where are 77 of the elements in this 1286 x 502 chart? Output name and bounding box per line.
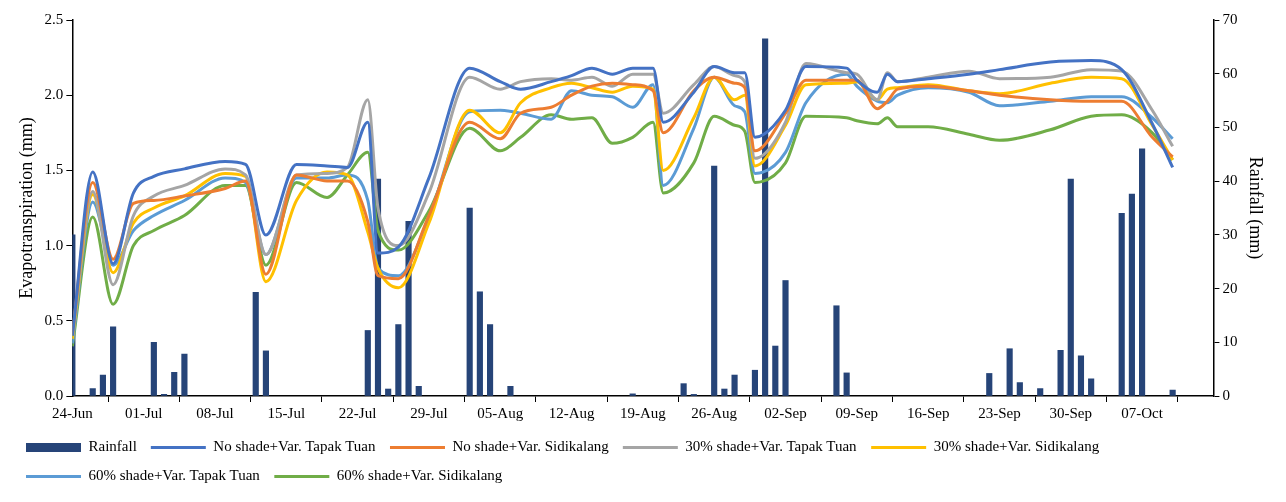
bar bbox=[507, 386, 514, 396]
y2-tick-label: 10 bbox=[1222, 333, 1238, 350]
legend-label: Rainfall bbox=[88, 438, 137, 455]
bar bbox=[721, 388, 728, 396]
bar bbox=[1169, 389, 1176, 396]
legend-label: 30% shade+Var. Sidikalang bbox=[933, 438, 1100, 455]
y-tick-label: 1.0 bbox=[44, 236, 64, 253]
bar bbox=[99, 374, 106, 396]
bar bbox=[843, 372, 850, 396]
y-axis-title: Evapotranspiration (mm) bbox=[15, 117, 37, 299]
y-tick-label: 1.5 bbox=[44, 161, 64, 178]
bar bbox=[110, 326, 117, 396]
bar bbox=[762, 38, 769, 396]
bar bbox=[476, 291, 483, 396]
x-tick-label: 05-Aug bbox=[477, 404, 524, 421]
y2-tick-label: 50 bbox=[1222, 118, 1238, 135]
bar bbox=[731, 374, 738, 396]
x-tick-label: 07-Oct bbox=[1121, 404, 1164, 421]
x-tick-label: 30-Sep bbox=[1049, 404, 1093, 421]
bar bbox=[1139, 148, 1146, 396]
bar bbox=[150, 341, 157, 396]
y-tick-label: 0.5 bbox=[44, 311, 64, 328]
bar bbox=[1016, 382, 1023, 396]
bar bbox=[395, 324, 402, 396]
legend-label: No shade+Var. Tapak Tuan bbox=[213, 438, 376, 455]
bar bbox=[252, 292, 259, 396]
x-tick-label: 26-Aug bbox=[691, 404, 738, 421]
y2-tick-label: 70 bbox=[1222, 10, 1238, 27]
bar bbox=[1057, 350, 1064, 396]
x-tick-label: 01-Jul bbox=[124, 404, 163, 421]
x-tick-label: 08-Jul bbox=[196, 404, 234, 421]
x-tick-label: 09-Sep bbox=[835, 404, 879, 421]
bar bbox=[680, 383, 687, 396]
bar bbox=[262, 350, 269, 396]
bar bbox=[833, 305, 840, 396]
y2-tick-label: 40 bbox=[1222, 172, 1238, 189]
x-tick-label: 16-Sep bbox=[906, 404, 950, 421]
bar bbox=[466, 207, 473, 396]
legend-label: 60% shade+Var. Tapak Tuan bbox=[88, 467, 261, 484]
bar bbox=[986, 373, 993, 396]
x-tick-label: 23-Sep bbox=[978, 404, 1021, 421]
y-tick-label: 0.0 bbox=[44, 386, 64, 403]
bar bbox=[89, 388, 96, 396]
bar bbox=[1128, 193, 1135, 396]
bar bbox=[1037, 388, 1044, 396]
y2-tick-label: 30 bbox=[1222, 225, 1238, 242]
bar bbox=[1006, 348, 1013, 396]
bar bbox=[171, 372, 178, 396]
bar bbox=[1118, 213, 1125, 396]
y-tick-label: 2.5 bbox=[44, 10, 64, 27]
bar bbox=[772, 345, 779, 396]
x-tick-label: 24-Jun bbox=[51, 404, 94, 421]
bar bbox=[751, 369, 759, 396]
bar bbox=[415, 386, 422, 396]
y2-axis-title: Rainfall (mm) bbox=[1245, 156, 1267, 260]
bar bbox=[782, 280, 789, 396]
x-tick-label: 02-Sep bbox=[764, 404, 807, 421]
x-tick-label: 15-Jul bbox=[267, 404, 306, 421]
bar bbox=[385, 388, 392, 396]
bar bbox=[711, 165, 718, 396]
bar bbox=[181, 353, 188, 396]
y-tick-label: 2.0 bbox=[44, 86, 64, 103]
bar bbox=[364, 330, 371, 396]
legend-label: 60% shade+Var. Sidikalang bbox=[336, 467, 503, 484]
bar bbox=[486, 324, 494, 396]
x-tick-label: 22-Jul bbox=[338, 404, 377, 421]
y2-tick-label: 20 bbox=[1222, 279, 1238, 296]
bar bbox=[1077, 355, 1085, 396]
bar bbox=[1067, 178, 1074, 396]
bar bbox=[1088, 378, 1095, 396]
x-tick-label: 12-Aug bbox=[548, 404, 595, 421]
y2-tick-label: 60 bbox=[1222, 64, 1238, 81]
legend-label: 30% shade+Var. Tapak Tuan bbox=[685, 438, 858, 455]
x-tick-label: 29-Jul bbox=[410, 404, 448, 421]
y2-tick-label: 0 bbox=[1222, 386, 1230, 403]
legend-label: No shade+Var. Sidikalang bbox=[452, 438, 610, 455]
x-tick-label: 19-Aug bbox=[619, 404, 667, 421]
